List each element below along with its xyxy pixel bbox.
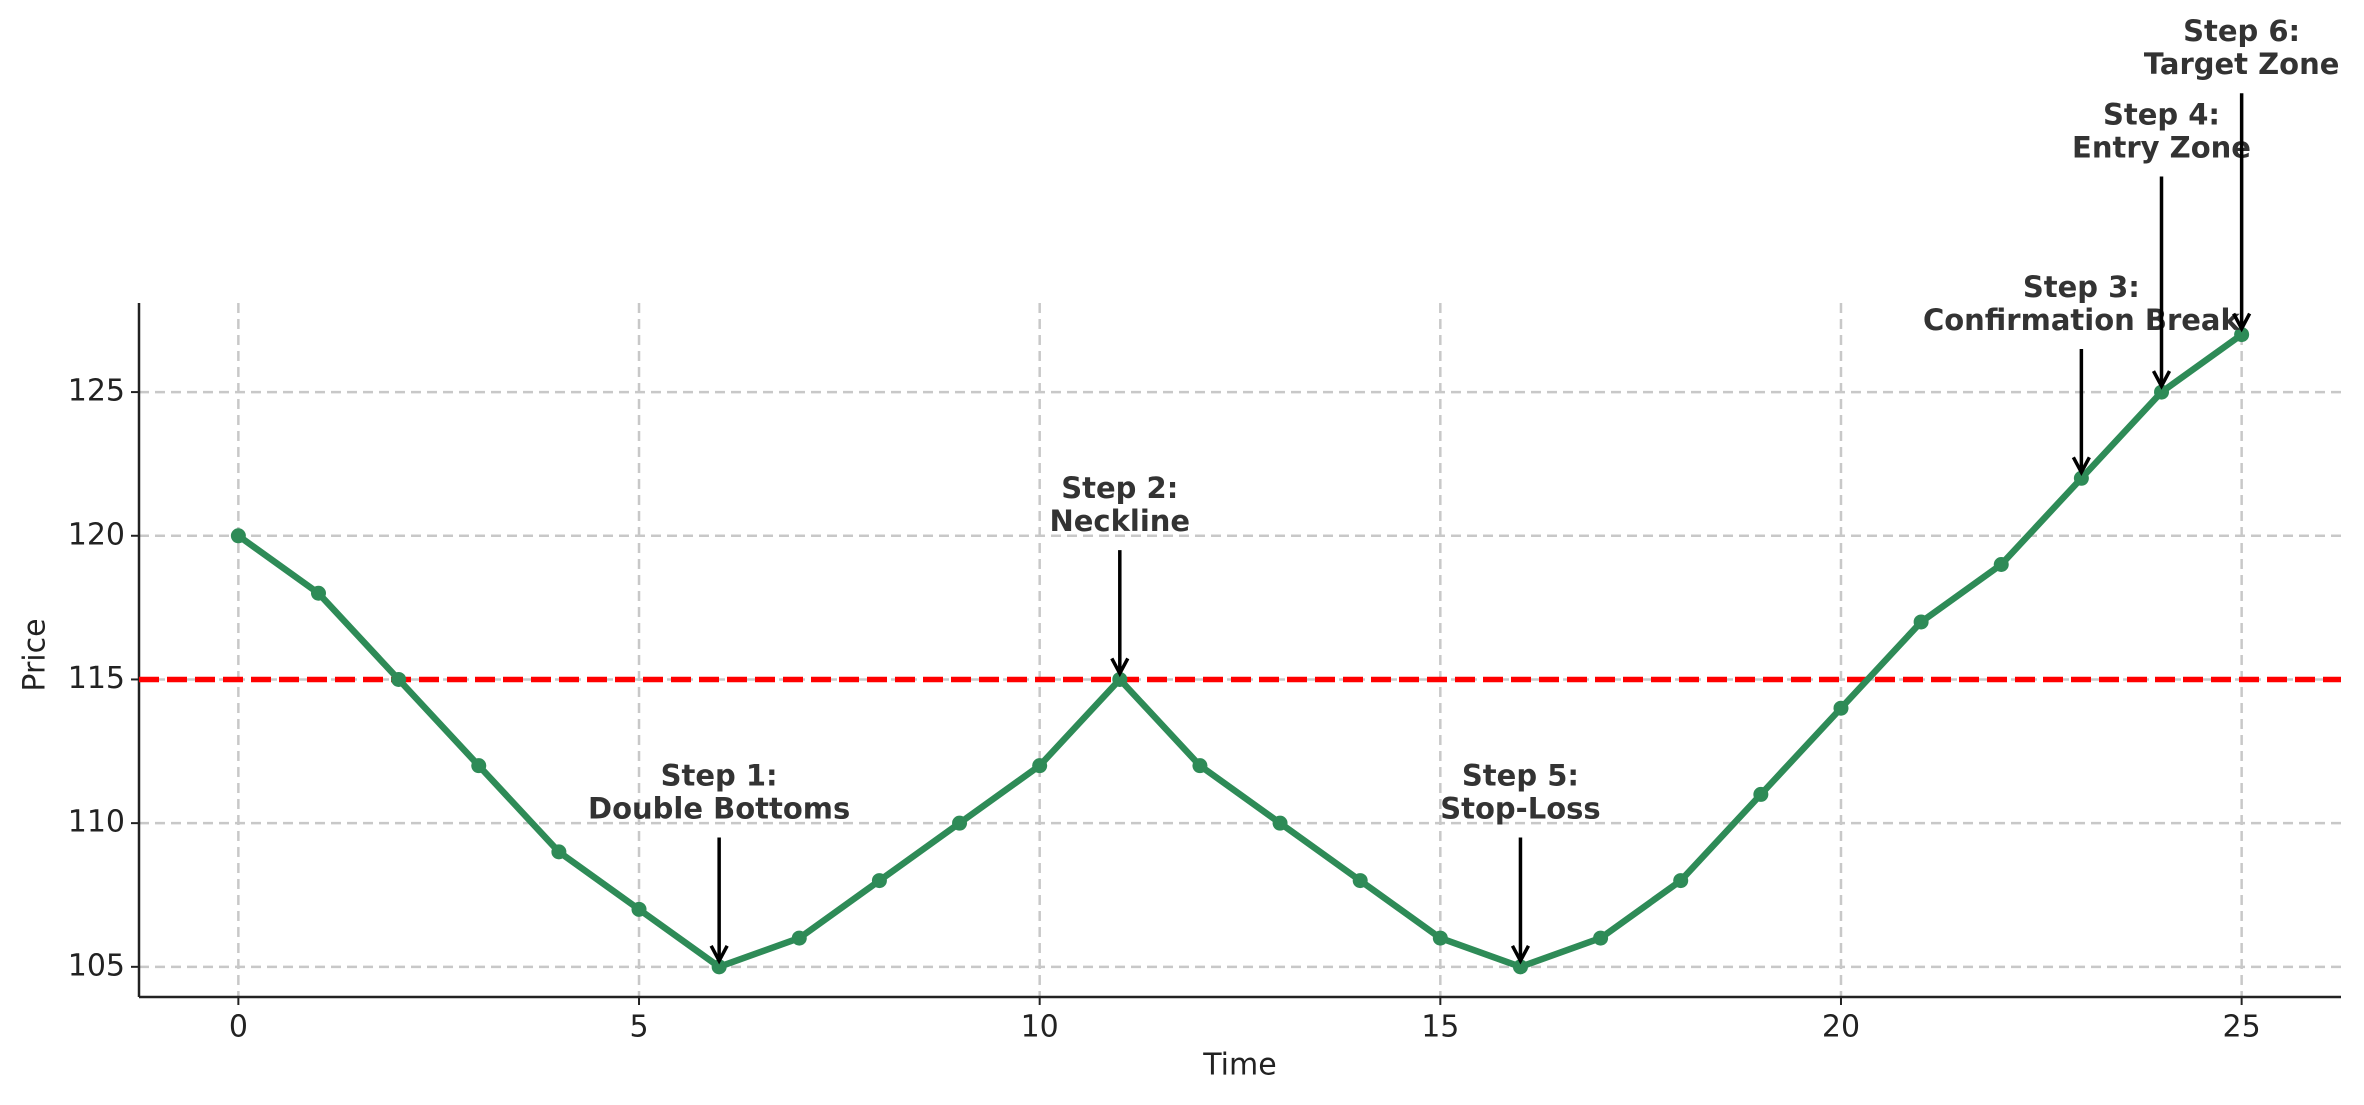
marker — [310, 585, 326, 601]
annotation-label: Step 3: — [2023, 270, 2140, 304]
marker — [2154, 384, 2170, 400]
marker — [1993, 557, 2009, 573]
annotation-label: Step 1: — [661, 759, 778, 793]
marker — [1913, 614, 1929, 630]
annotation-label: Target Zone — [2144, 47, 2340, 81]
arrow-head — [2071, 456, 2091, 477]
annotation-label: Step 6: — [2183, 14, 2300, 48]
marker — [391, 671, 407, 687]
annotation-label: Neckline — [1049, 504, 1190, 538]
marker — [791, 930, 807, 946]
y-tick-label: 120 — [68, 517, 125, 552]
arrow-head — [2232, 312, 2252, 333]
arrow-head — [1510, 945, 1531, 965]
x-tick-label: 10 — [1021, 1010, 1059, 1045]
marker — [1673, 873, 1689, 889]
marker — [1512, 959, 1528, 975]
marker — [1192, 758, 1208, 774]
x-tick-label: 0 — [229, 1010, 248, 1045]
marker — [952, 815, 968, 831]
x-axis-label: Time — [1202, 1048, 1276, 1083]
marker — [1032, 758, 1048, 774]
marker — [2234, 327, 2250, 343]
annotation-label: Step 4: — [2103, 98, 2220, 132]
marker — [1352, 873, 1368, 889]
marker — [230, 528, 246, 544]
line — [236, 331, 2244, 971]
y-tick-label: 105 — [68, 948, 125, 983]
annotation-label: Step 2: — [1061, 471, 1178, 505]
annotation-label: Entry Zone — [2072, 131, 2251, 165]
arrow-head — [1110, 657, 1130, 678]
y-tick-label: 110 — [68, 805, 125, 840]
marker — [2073, 470, 2089, 486]
arrow-head — [709, 945, 729, 965]
marker — [631, 901, 647, 917]
marker — [1432, 930, 1448, 946]
annotation-label: Double Bottoms — [588, 792, 850, 826]
arrow-head — [2151, 370, 2172, 390]
marker — [1272, 815, 1288, 831]
marker — [551, 844, 567, 860]
x-tick-label: 5 — [629, 1010, 648, 1045]
annotation-label: Stop-Loss — [1440, 792, 1600, 826]
marker — [711, 959, 727, 975]
y-axis-label: Price — [18, 618, 53, 691]
x-tick-label: 15 — [1421, 1010, 1459, 1045]
marker — [471, 758, 487, 774]
marker — [1753, 786, 1769, 802]
marker — [1833, 700, 1849, 716]
annotation-label: Step 5: — [1462, 759, 1579, 793]
annotation-label: Confirmation Break — [1923, 303, 2241, 337]
marker — [1593, 930, 1609, 946]
x-tick-label: 20 — [1822, 1010, 1860, 1045]
y-tick-label: 125 — [68, 374, 125, 409]
x-tick-label: 25 — [2223, 1010, 2261, 1045]
marker — [871, 873, 887, 889]
y-tick-label: 115 — [68, 661, 125, 696]
marker — [1112, 671, 1128, 687]
